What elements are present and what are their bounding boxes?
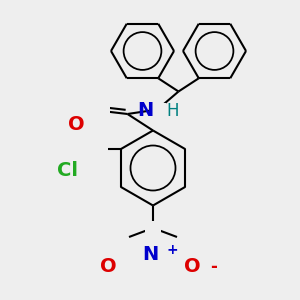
Text: O: O [68,115,85,134]
Text: H: H [167,102,179,120]
FancyBboxPatch shape [145,221,161,235]
Text: -: - [210,258,217,276]
FancyBboxPatch shape [178,230,194,244]
Text: O: O [100,257,116,277]
Text: Cl: Cl [57,161,78,181]
Text: N: N [137,101,154,121]
FancyBboxPatch shape [94,104,110,118]
Text: N: N [142,245,158,265]
Text: +: + [167,244,178,257]
FancyBboxPatch shape [149,103,166,116]
FancyBboxPatch shape [85,142,108,156]
FancyBboxPatch shape [112,230,128,244]
Text: O: O [184,257,200,277]
